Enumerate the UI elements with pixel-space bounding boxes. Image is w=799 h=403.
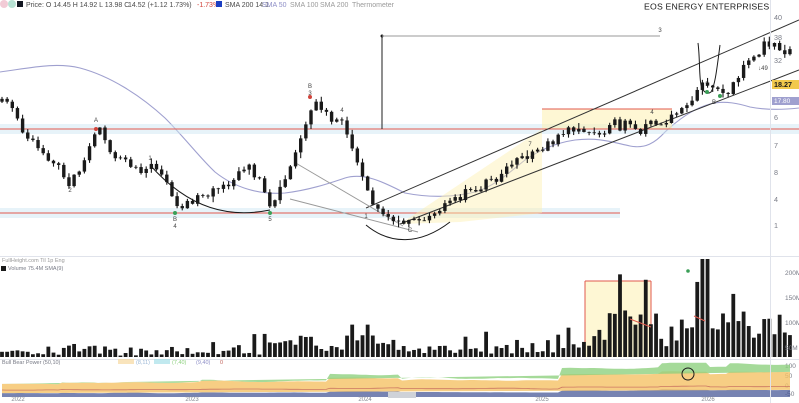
svg-text:100M: 100M: [785, 320, 799, 327]
svg-text:FullHeight.com Til 1p Eng: FullHeight.com Til 1p Eng: [2, 258, 65, 264]
svg-text:4: 4: [774, 195, 778, 204]
svg-text:Bull Bear Power (50,10): Bull Bear Power (50,10): [2, 360, 61, 366]
svg-text:SMA 50: SMA 50: [262, 2, 287, 9]
svg-text:Volume 75.4M SMA(9): Volume 75.4M SMA(9): [8, 266, 63, 272]
svg-text:6: 6: [774, 113, 778, 122]
svg-text:(7,40): (7,40): [172, 360, 187, 366]
svg-text:38: 38: [774, 33, 782, 42]
svg-text:32: 32: [774, 56, 782, 65]
svg-text:B: B: [308, 84, 312, 90]
svg-text:2022: 2022: [11, 397, 25, 403]
svg-text:Thermometer: Thermometer: [352, 2, 395, 9]
svg-text:200M: 200M: [785, 270, 799, 277]
svg-text:(9,40): (9,40): [196, 360, 211, 366]
svg-text:Price: O 14.45 H 14.92 L 13.98: Price: O 14.45 H 14.92 L 13.98 C: [26, 2, 129, 9]
svg-text:A: A: [94, 118, 98, 124]
svg-text:EOS ENERGY ENTERPRISES: EOS ENERGY ENTERPRISES: [644, 2, 769, 12]
svg-text:B: B: [712, 100, 716, 106]
svg-text:2025: 2025: [535, 397, 549, 403]
svg-text:8: 8: [774, 168, 778, 177]
svg-text:7: 7: [774, 141, 778, 150]
svg-text:(8,11): (8,11): [136, 360, 150, 366]
svg-text:C: C: [408, 228, 413, 234]
svg-text:40: 40: [774, 13, 782, 22]
svg-text:50M: 50M: [785, 345, 798, 352]
svg-text:↓49: ↓49: [758, 66, 768, 72]
svg-text:2023: 2023: [185, 397, 199, 403]
svg-text:SMA 100: SMA 100: [290, 2, 319, 9]
svg-text:2026: 2026: [701, 397, 715, 403]
svg-text:14.52 (+1.12 1.73%): 14.52 (+1.12 1.73%): [128, 2, 192, 9]
svg-text:2024: 2024: [358, 397, 372, 403]
svg-text:1: 1: [774, 221, 778, 230]
svg-text:17.80: 17.80: [774, 98, 791, 105]
svg-text:B: B: [173, 217, 177, 223]
svg-text:-1.73%: -1.73%: [197, 2, 219, 9]
svg-text:0: 0: [220, 360, 223, 366]
svg-text:SMA 200: SMA 200: [320, 2, 349, 9]
svg-text:150M: 150M: [785, 295, 799, 302]
svg-text:18.27: 18.27: [774, 80, 792, 89]
